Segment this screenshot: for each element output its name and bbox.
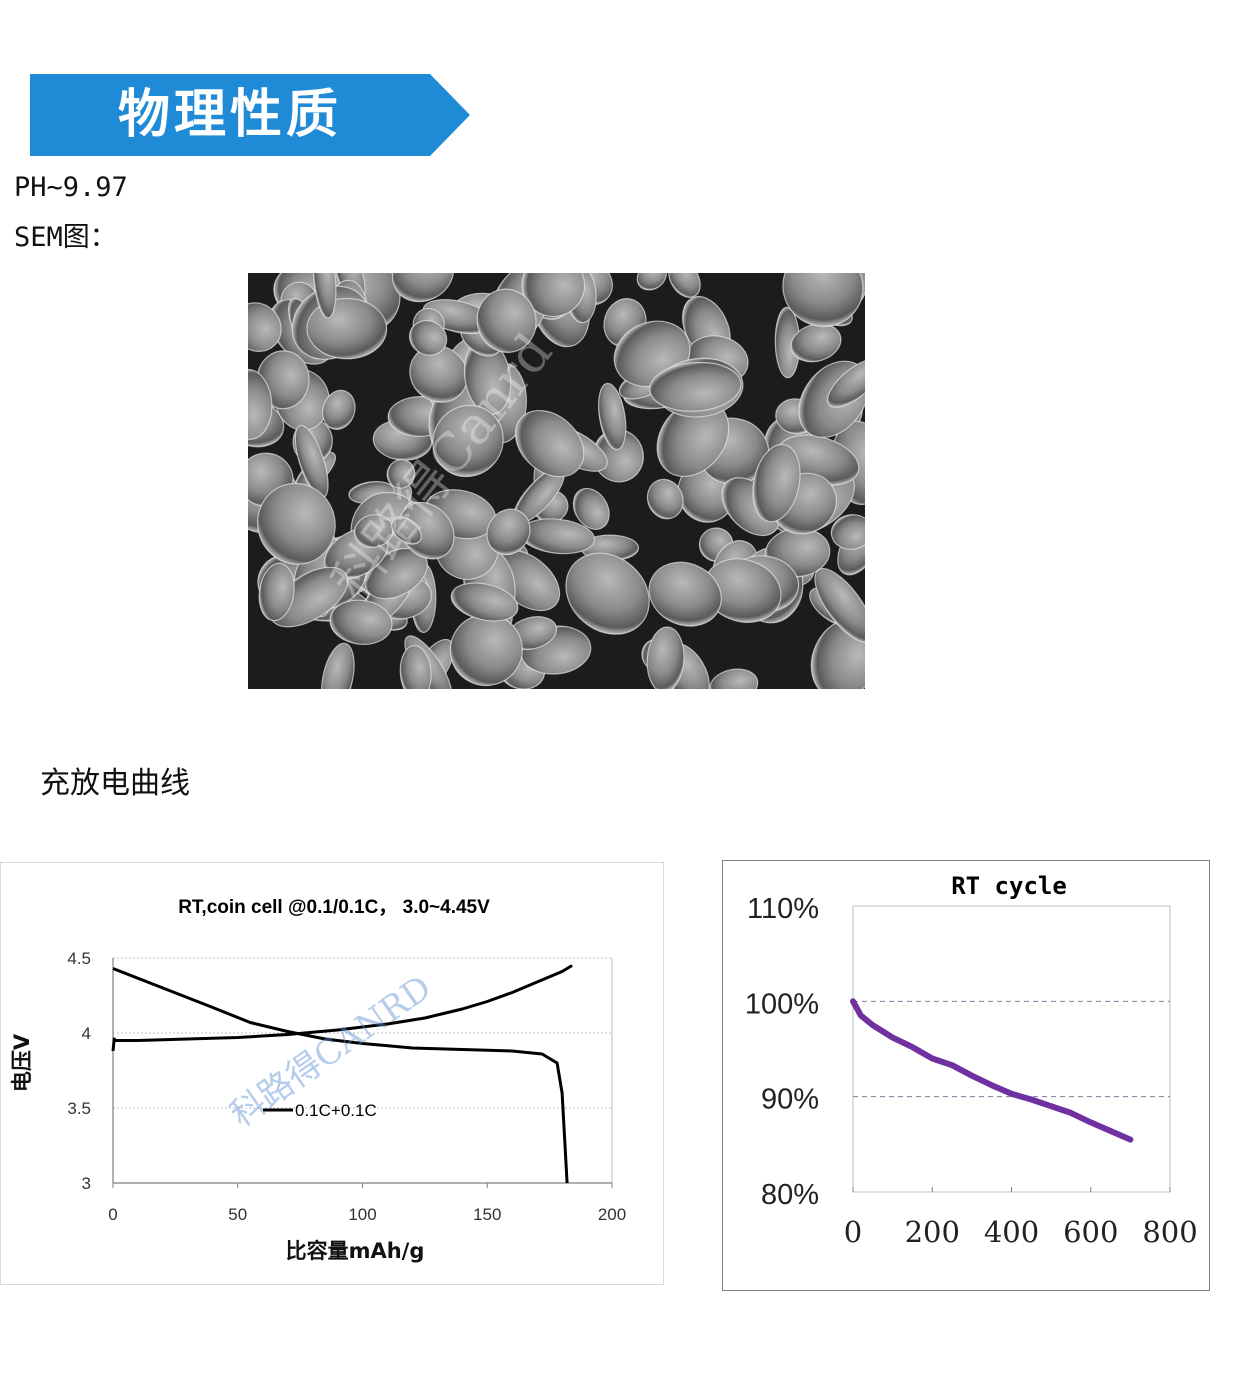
chart2-xtick-label: 800 xyxy=(1142,1215,1197,1249)
sem-particle xyxy=(386,459,416,489)
sem-image: 科路得Canrd xyxy=(220,239,888,713)
charge-discharge-label: 充放电曲线 xyxy=(40,766,190,801)
sem-particle xyxy=(790,323,842,363)
sem-particle xyxy=(486,508,531,556)
chart2-xtick-label: 400 xyxy=(984,1215,1039,1249)
banner-fill xyxy=(30,74,470,156)
chart1-title: RT,coin cell @0.1/0.1C， 3.0~4.45V xyxy=(178,897,490,918)
sem-particle xyxy=(257,482,336,565)
chart2-title: RT cycle xyxy=(951,872,1067,900)
chart1-series-charge xyxy=(111,964,573,1052)
chart1-ylabel: 电压V xyxy=(10,1033,34,1092)
ph-value: PH~9.97 xyxy=(14,172,128,203)
section-banner: 物理性质 xyxy=(30,74,470,156)
chart2-series-line xyxy=(850,998,1134,1143)
chart1-xtick-label: 0 xyxy=(108,1205,117,1224)
sem-particle xyxy=(476,288,537,353)
sem-label: SEM图： xyxy=(14,222,117,253)
chart1-xtick-label: 100 xyxy=(348,1205,376,1224)
chart1-xtick-label: 200 xyxy=(598,1205,626,1224)
sem-particle xyxy=(408,320,448,356)
rt-cycle-chart: RT cycle 110% 100% 90% 80% 0 200 400 600 800 xyxy=(722,860,1210,1291)
chart1-ytick-label: 3 xyxy=(82,1174,91,1193)
sem-particle xyxy=(258,562,295,622)
chart1-ytick-label: 3.5 xyxy=(67,1099,91,1118)
sem-particle xyxy=(514,409,585,478)
sem-particle xyxy=(432,404,504,478)
chart1-ytick-label: 4.5 xyxy=(67,949,91,968)
sem-particle xyxy=(598,382,627,451)
sem-particle xyxy=(390,516,422,545)
banner-arrow-shape xyxy=(30,74,470,156)
sem-micrograph: 科路得Canrd xyxy=(220,239,888,713)
sem-particle xyxy=(329,599,393,645)
chart2-ytick-label: 110% xyxy=(747,893,819,925)
sem-particle xyxy=(565,552,650,635)
chart1-xtick-label: 150 xyxy=(473,1205,501,1224)
sem-particle xyxy=(409,345,468,403)
sem-particle xyxy=(648,561,722,627)
chart1-xtick-label: 50 xyxy=(228,1205,247,1224)
chart1-svg: RT,coin cell @0.1/0.1C， 3.0~4.45V 3 3.5 4 4.… xyxy=(10,897,626,1263)
chart2-ytick-label: 80% xyxy=(761,1179,819,1211)
chart1-legend-label: 0.1C+0.1C xyxy=(295,1101,377,1120)
sem-particle xyxy=(649,361,742,412)
sem-particle xyxy=(450,582,519,622)
sem-particle xyxy=(306,297,388,360)
chart2-xtick-label: 600 xyxy=(1063,1215,1118,1249)
sem-particle xyxy=(752,443,801,523)
chart2-xtick-label: 0 xyxy=(844,1215,862,1249)
chart1-xlabel: 比容量mAh/g xyxy=(286,1239,425,1263)
sem-particle xyxy=(572,487,610,530)
chart1-ytick-label: 4 xyxy=(82,1024,91,1043)
charge-discharge-chart: RT,coin cell @0.1/0.1C， 3.0~4.45V 3 3.5 4 4.… xyxy=(0,862,664,1285)
chart2-svg: RT cycle 110% 100% 90% 80% 0 200 400 600 800 xyxy=(745,872,1198,1249)
sem-particle xyxy=(646,478,684,520)
chart2-ytick-label: 100% xyxy=(745,988,819,1020)
chart2-ytick-label: 90% xyxy=(761,1084,819,1116)
sem-particle xyxy=(321,389,356,430)
chart2-plot-area xyxy=(852,905,1171,1193)
sem-particle xyxy=(399,501,455,560)
banner-title: 物理性质 xyxy=(118,85,343,145)
chart2-xtick-label: 200 xyxy=(905,1215,960,1249)
chart1-series-discharge xyxy=(112,967,569,1184)
